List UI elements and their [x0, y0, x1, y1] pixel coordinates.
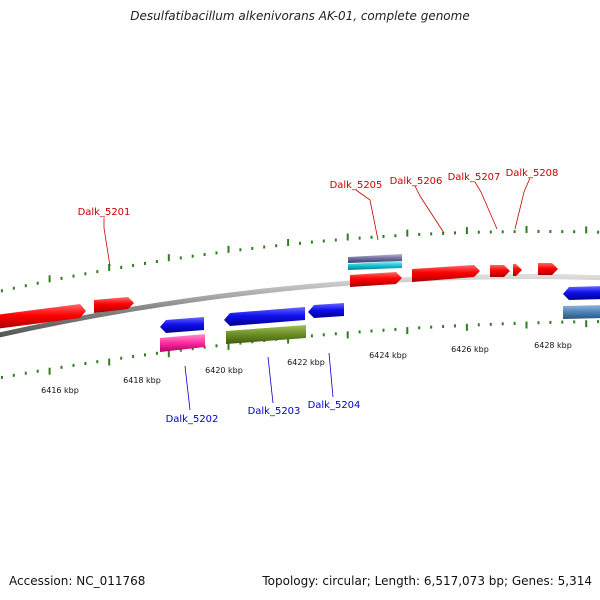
scale-labels: 6416 kbp 6418 kbp 6420 kbp 6422 kbp 6424…	[41, 341, 572, 395]
gene-dalk-5200[interactable]	[0, 304, 86, 329]
forward-strand-genes	[0, 263, 558, 329]
gene-dalk-5201[interactable]	[94, 297, 134, 313]
leader-dalk-5206	[414, 185, 445, 234]
scale-label: 6428 kbp	[534, 341, 572, 350]
genome-summary-text: Topology: circular; Length: 6,517,073 bp…	[262, 574, 592, 588]
feature-band-cyan[interactable]	[348, 261, 402, 270]
inner-tick-marks	[0, 320, 600, 379]
feature-band-slate[interactable]	[348, 254, 402, 263]
gene-dalk-5203[interactable]	[224, 307, 305, 326]
leader-dalk-5205	[355, 189, 379, 241]
gene-label-dalk-5202[interactable]: Dalk_5202	[166, 414, 219, 425]
map-title: Desulfatibacillum alkenivorans AK-01, co…	[130, 9, 470, 23]
annotation-bands	[160, 305, 600, 352]
gene-label-dalk-5201[interactable]: Dalk_5201	[78, 207, 131, 218]
leader-dalk-5202	[184, 365, 191, 411]
gene-dalk-5205[interactable]	[350, 272, 402, 287]
leader-dalk-5201	[103, 218, 111, 267]
gene-dalk-5207[interactable]	[490, 265, 510, 277]
gene-label-dalk-5203[interactable]: Dalk_5203	[248, 406, 301, 417]
annotation-band-steel[interactable]	[563, 305, 600, 319]
gene-dalk-5202[interactable]	[160, 317, 204, 333]
annotation-band-olive[interactable]	[226, 325, 306, 344]
gene-label-dalk-5206[interactable]: Dalk_5206	[390, 176, 443, 187]
gene-label-dalk-5208[interactable]: Dalk_5208	[506, 168, 559, 179]
scale-label: 6426 kbp	[451, 345, 489, 354]
gene-label-dalk-5204[interactable]: Dalk_5204	[308, 400, 361, 411]
gene-dalk-5209[interactable]	[563, 286, 600, 300]
leader-dalk-5207	[474, 181, 498, 230]
feature-bands	[348, 254, 402, 270]
scale-label: 6422 kbp	[287, 358, 325, 367]
gene-dalk-5204[interactable]	[308, 303, 344, 318]
scale-label: 6424 kbp	[369, 351, 407, 360]
scale-label: 6418 kbp	[123, 376, 161, 385]
annotation-band-pink[interactable]	[160, 334, 205, 352]
accession-text: Accession: NC_011768	[9, 574, 146, 588]
gene-dalk-5208[interactable]	[538, 263, 558, 275]
reverse-strand-genes	[160, 286, 600, 333]
gene-dalk-5206[interactable]	[412, 265, 480, 282]
genome-backbone	[0, 274, 600, 338]
gene-labels: Dalk_5201 Dalk_5205 Dalk_5206 Dalk_5207 …	[78, 168, 559, 425]
outer-tick-marks	[0, 226, 600, 293]
scale-label: 6416 kbp	[41, 386, 79, 395]
leader-dalk-5204	[328, 352, 334, 398]
gene-dalk-5207b[interactable]	[513, 264, 522, 276]
leader-dalk-5203	[267, 356, 274, 404]
gene-label-dalk-5205[interactable]: Dalk_5205	[330, 180, 383, 191]
label-leader-lines	[103, 177, 531, 411]
leader-dalk-5208	[514, 177, 531, 230]
scale-label: 6420 kbp	[205, 366, 243, 375]
gene-label-dalk-5207[interactable]: Dalk_5207	[448, 172, 501, 183]
